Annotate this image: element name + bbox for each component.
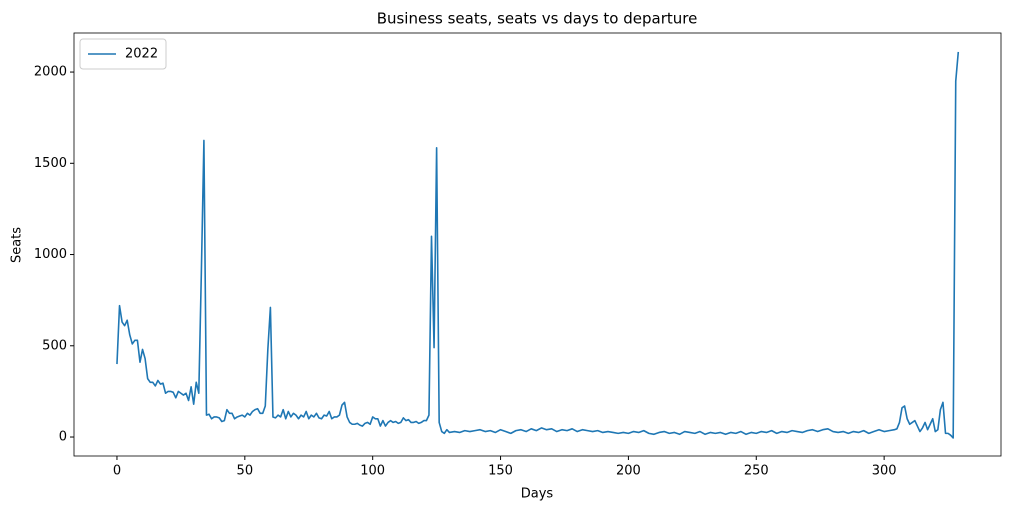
x-axis-label: Days — [521, 487, 554, 502]
y-tick-label: 500 — [42, 338, 67, 353]
y-tick-label: 0 — [59, 430, 67, 445]
x-tick-label: 250 — [744, 464, 769, 479]
legend-label: 2022 — [125, 47, 158, 62]
x-tick-label: 50 — [237, 464, 254, 479]
x-tick-label: 150 — [488, 464, 513, 479]
x-tick-label: 100 — [360, 464, 385, 479]
y-axis-label: Seats — [10, 227, 25, 263]
y-tick-label: 2000 — [34, 65, 67, 80]
x-tick-label: 300 — [872, 464, 897, 479]
chart-title: Business seats, seats vs days to departu… — [377, 10, 698, 28]
x-tick-label: 200 — [616, 464, 641, 479]
x-tick-label: 0 — [113, 464, 121, 479]
legend-box — [79, 38, 167, 70]
y-tick-label: 1500 — [34, 156, 67, 171]
y-tick-label: 1000 — [34, 247, 67, 262]
plot-frame — [73, 32, 1002, 457]
line — [116, 51, 960, 439]
